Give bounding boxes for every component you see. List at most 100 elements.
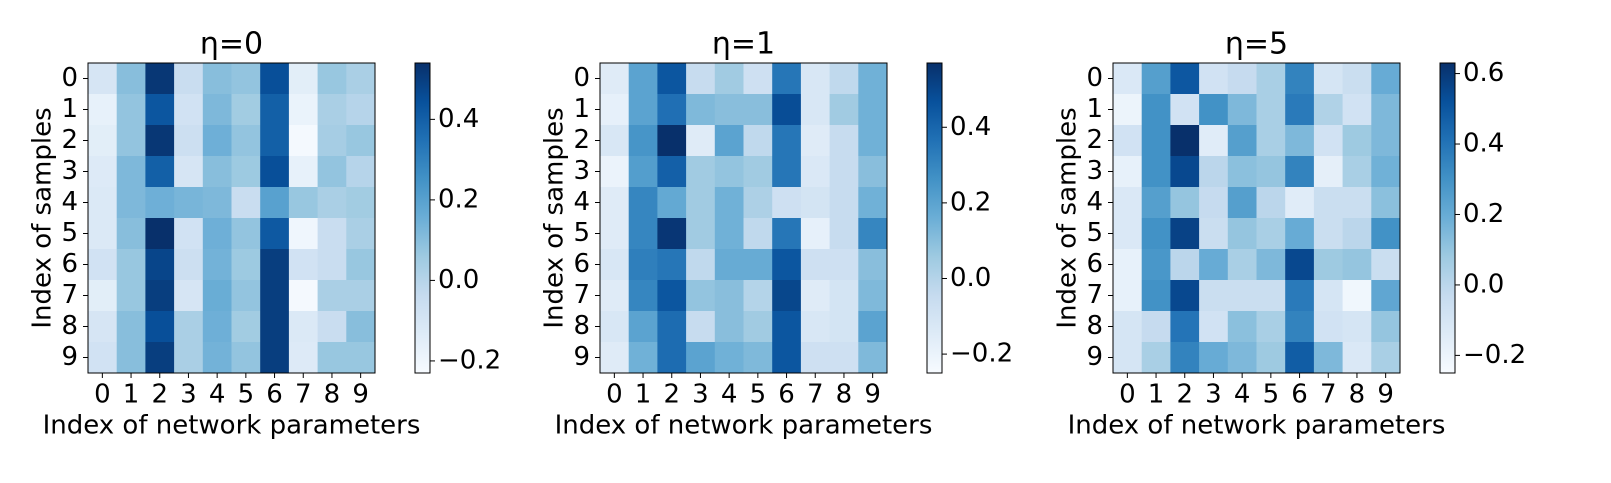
heatmap-cell	[1371, 249, 1401, 281]
heatmap-cell	[1342, 94, 1372, 126]
y-tick-label: 9	[61, 342, 78, 372]
heatmap-cell	[858, 311, 888, 343]
y-tick-label: 6	[573, 249, 590, 279]
x-tick-label: 0	[94, 380, 111, 410]
heatmap-cell	[1170, 280, 1200, 312]
heatmap-cell	[346, 187, 376, 219]
y-tick-label: 3	[1086, 156, 1103, 186]
heatmap-cell	[1199, 63, 1229, 95]
heatmap-cell	[88, 156, 118, 188]
y-tick-label: 7	[61, 280, 78, 310]
plot-frame	[1112, 62, 1401, 374]
heatmap-cell	[772, 280, 802, 312]
x-tick-label: 7	[807, 380, 824, 410]
heatmap-cell	[346, 218, 376, 250]
heatmap-cell	[1113, 187, 1143, 219]
heatmap-cell	[772, 311, 802, 343]
heatmap-cell	[1170, 63, 1200, 95]
heatmap-cell	[260, 156, 290, 188]
x-tick-label: 9	[352, 380, 369, 410]
heatmap-cell	[202, 63, 232, 95]
heatmap-cell	[657, 187, 687, 219]
heatmap-cell	[686, 342, 716, 374]
heatmap-cell	[743, 63, 773, 95]
heatmap-cell	[800, 156, 831, 188]
heatmap-cell	[1256, 187, 1286, 219]
heatmap-cell	[88, 218, 118, 250]
heatmap-cell	[1285, 342, 1315, 374]
y-tick-label: 0	[1086, 63, 1103, 93]
heatmap-cell	[628, 187, 658, 219]
x-tick-label: 4	[209, 380, 226, 410]
heatmap-cell	[116, 280, 146, 312]
heatmap-cell	[1199, 187, 1229, 219]
heatmap-cell	[1313, 280, 1344, 312]
heatmap-cell	[1342, 311, 1372, 343]
x-tick-label: 7	[1320, 380, 1337, 410]
x-tick-label: 3	[692, 380, 709, 410]
heatmap-cell	[346, 125, 376, 157]
heatmap-cell	[1113, 63, 1143, 95]
heatmap-cell	[346, 63, 376, 95]
y-tick-label: 5	[573, 218, 590, 248]
heatmap-cell	[657, 218, 687, 250]
heatmap-cell	[714, 94, 744, 126]
y-tick-label: 8	[1086, 311, 1103, 341]
heatmap-cell	[1313, 342, 1344, 374]
heatmap-cell	[714, 156, 744, 188]
y-axis-label: Index of samples	[28, 107, 58, 328]
heatmap-cell	[260, 125, 290, 157]
heatmap-cell	[145, 342, 175, 374]
heatmap-cell	[1256, 311, 1286, 343]
heatmap-cell	[772, 156, 802, 188]
heatmap-cell	[628, 156, 658, 188]
colorbar-tick-label: 0.2	[1463, 199, 1504, 229]
heatmap-cell	[1256, 280, 1286, 312]
heatmap-cell	[260, 94, 290, 126]
heatmap-cell	[174, 280, 204, 312]
x-tick-label: 4	[1234, 380, 1251, 410]
heatmap-cell	[1113, 280, 1143, 312]
heatmap-cell	[1313, 156, 1344, 188]
heatmap-cell	[145, 125, 175, 157]
colorbar-tick-label: 0.4	[950, 112, 991, 142]
heatmap-cell	[1113, 218, 1143, 250]
heatmap-cell	[686, 125, 716, 157]
plot-frame	[599, 62, 888, 374]
heatmap-cell	[858, 218, 888, 250]
heatmap-cell	[1170, 311, 1200, 343]
heatmap-cell	[858, 125, 888, 157]
colorbar-tick-label: 0.2	[950, 187, 991, 217]
heatmap-cell	[1227, 156, 1257, 188]
x-tick-label: 9	[864, 380, 881, 410]
heatmap-cell	[1342, 187, 1372, 219]
heatmap-cell	[686, 63, 716, 95]
heatmap-cell	[1256, 342, 1286, 374]
heatmap-cell	[657, 311, 687, 343]
colorbar-tick-label: 0.0	[438, 265, 479, 295]
heatmap-cell	[858, 187, 888, 219]
x-axis-label: Index of network parameters	[1068, 411, 1446, 441]
heatmap-cell	[288, 156, 319, 188]
heatmap-cell	[116, 125, 146, 157]
y-tick-label: 4	[1086, 187, 1103, 217]
heatmap-cell	[145, 218, 175, 250]
heatmap-cell	[1285, 63, 1315, 95]
heatmap-cell	[1313, 125, 1344, 157]
y-tick-label: 5	[61, 218, 78, 248]
heatmap-cell	[116, 63, 146, 95]
x-tick-label: 8	[324, 380, 341, 410]
heatmap-cell	[116, 342, 146, 374]
heatmap-cell	[714, 218, 744, 250]
x-tick-label: 5	[750, 380, 767, 410]
colorbar-tick-label: −0.2	[950, 339, 1013, 369]
heatmap-cell	[743, 94, 773, 126]
heatmap-cell	[346, 249, 376, 281]
heatmap-cell	[772, 187, 802, 219]
heatmap-cell	[1371, 342, 1401, 374]
heatmap-cell	[743, 311, 773, 343]
x-tick-label: 1	[123, 380, 140, 410]
x-axis-label: Index of network parameters	[43, 411, 421, 441]
y-tick-label: 9	[573, 342, 590, 372]
